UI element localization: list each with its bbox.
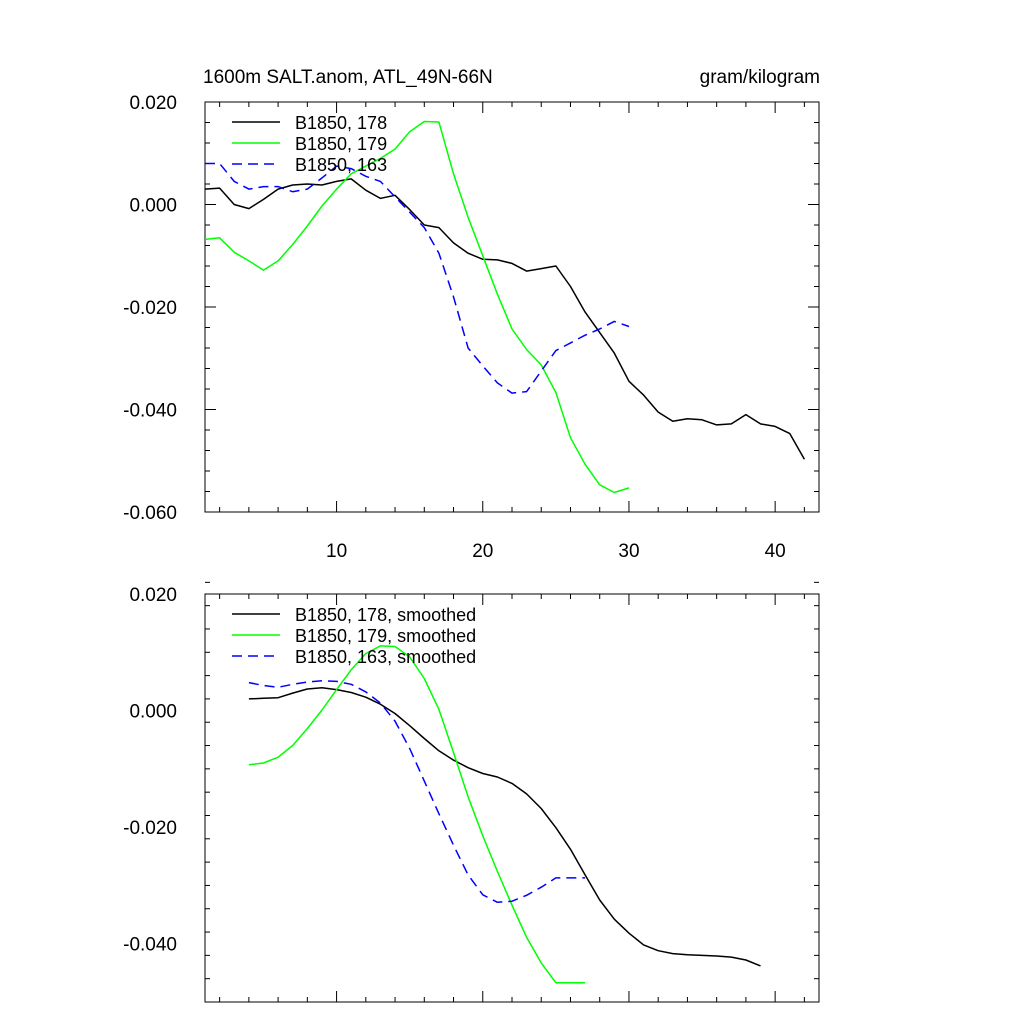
series-line-1	[248, 687, 761, 967]
bottom-plot-panel: 0.020 0.000 -0.020 -0.040 B1850, 178, smooth…	[123, 581, 820, 1003]
y-tick-label: -0.020	[123, 298, 177, 319]
top-plot-panel: 1600m SALT.anom, ATL_49N-66N gram/kilogr…	[123, 67, 820, 562]
legend-label: B1850, 163	[295, 155, 387, 175]
y-tick-label: 0.020	[129, 585, 177, 606]
y-tick-label: 0.000	[129, 196, 177, 217]
series-line-2	[248, 645, 586, 984]
chart-units-label: gram/kilogram	[700, 67, 820, 88]
x-tick-label: 20	[472, 541, 493, 562]
series-line-1	[204, 178, 806, 460]
legend-label: B1850, 179	[295, 134, 387, 154]
y-tick-label: -0.060	[123, 503, 177, 524]
chart-title: 1600m SALT.anom, ATL_49N-66N	[203, 67, 493, 88]
y-tick-label: -0.040	[123, 401, 177, 422]
y-tick-label: -0.020	[123, 818, 177, 839]
y-tick-label: 0.000	[129, 702, 177, 723]
y-tick-label: -0.040	[123, 935, 177, 956]
x-tick-label: 10	[326, 541, 347, 562]
legend-label: B1850, 179, smoothed	[295, 626, 476, 646]
legend-label: B1850, 178	[295, 113, 387, 133]
legend-label: B1850, 163, smoothed	[295, 647, 476, 667]
x-tick-label: 40	[765, 541, 786, 562]
series-line-3	[205, 162, 630, 394]
legend-label: B1850, 178, smoothed	[295, 605, 476, 625]
series-line-2	[204, 120, 630, 494]
series-line-3	[248, 680, 586, 904]
y-tick-label: 0.020	[129, 93, 177, 114]
x-tick-label: 30	[618, 541, 639, 562]
